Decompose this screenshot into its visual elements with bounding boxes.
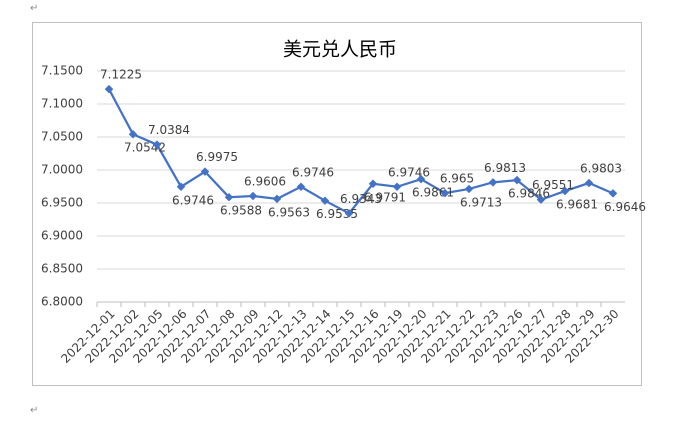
data-label: 6.9713 (460, 195, 502, 209)
data-label: 6.965 (440, 172, 474, 186)
data-label: 6.9343 (340, 192, 382, 206)
y-tick-label: 6.8500 (41, 262, 83, 276)
data-label: 6.9606 (244, 175, 286, 189)
y-tick-label: 7.0500 (41, 130, 83, 144)
paragraph-mark: ↵ (30, 3, 38, 14)
data-label: 6.9813 (484, 161, 526, 175)
chart-title: 美元兑人民币 (283, 39, 397, 61)
chart-border (32, 22, 642, 386)
marker (248, 191, 258, 201)
data-label: 6.9681 (556, 198, 598, 212)
marker (440, 188, 450, 198)
marker (368, 179, 378, 189)
marker (464, 184, 474, 194)
y-tick-label: 6.8000 (41, 295, 83, 309)
marker (296, 182, 306, 192)
marker (344, 209, 354, 218)
marker (320, 196, 330, 205)
data-label: 6.9563 (268, 205, 310, 219)
y-tick-label: 7.0000 (41, 163, 83, 177)
line (108, 88, 614, 215)
data-label: 6.9746 (388, 165, 430, 179)
y-tick-label: 7.1000 (41, 97, 83, 111)
data-label: 7.1225 (100, 68, 142, 82)
marker (176, 182, 186, 192)
marker (104, 84, 114, 94)
data-label: 7.0542 (124, 141, 166, 155)
data-label: 6.9746 (172, 193, 214, 207)
data-label: 6.9646 (604, 200, 646, 214)
marker (152, 140, 162, 149)
paragraph-mark: ↵ (30, 405, 38, 416)
y-tick-label: 7.1500 (41, 64, 83, 78)
data-label: 6.9746 (292, 165, 334, 179)
y-tick-label: 6.9000 (41, 229, 83, 243)
marker (200, 167, 210, 176)
data-label: 6.9791 (364, 190, 406, 204)
marker (224, 192, 234, 202)
y-tick-label: 6.9500 (41, 196, 83, 210)
data-label: 6.9588 (220, 204, 262, 218)
data-label: 6.9975 (196, 150, 238, 164)
marker (272, 194, 282, 204)
marker (128, 129, 138, 139)
marker (392, 182, 402, 192)
marker (416, 174, 426, 184)
data-label: 6.9803 (580, 162, 622, 176)
data-label: 7.0384 (148, 123, 190, 137)
data-label: 6.9861 (412, 186, 454, 200)
marker (488, 178, 498, 187)
